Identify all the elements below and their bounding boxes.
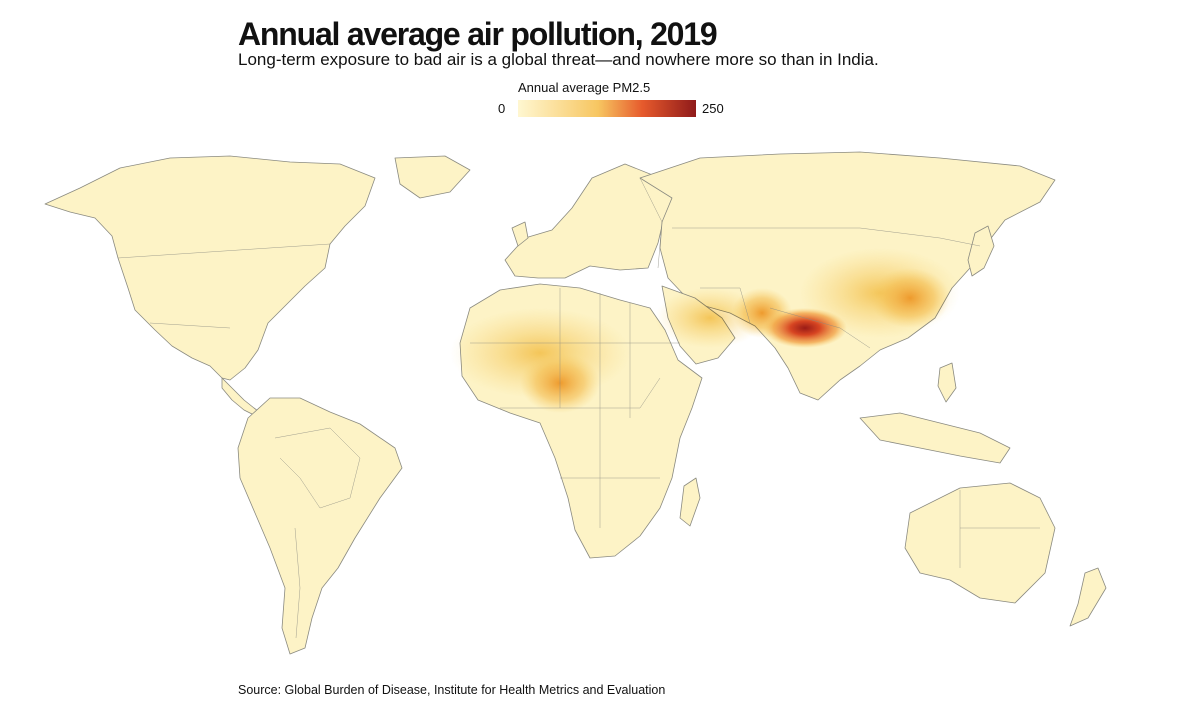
- greenland: [394, 155, 471, 199]
- legend-title: Annual average PM2.5: [518, 80, 651, 95]
- source-note: Source: Global Burden of Disease, Instit…: [238, 683, 666, 697]
- border-africa-vertical: [559, 288, 631, 528]
- border-africa-mid: [500, 377, 661, 409]
- legend-color-bar: [518, 100, 696, 117]
- legend-max-label: 250: [702, 101, 724, 116]
- south-america: [237, 397, 403, 655]
- world-map: [44, 151, 1107, 655]
- chart-title: Annual average air pollution, 2019: [238, 16, 718, 52]
- border-us-mexico: [149, 322, 231, 329]
- madagascar: [679, 477, 701, 527]
- border-iran: [700, 287, 751, 324]
- uk: [511, 221, 529, 247]
- new-zealand: [1069, 567, 1107, 627]
- philippines: [937, 362, 957, 403]
- australia: [904, 482, 1056, 604]
- border-europe-russia: [639, 177, 663, 269]
- indonesia: [859, 412, 1011, 464]
- border-us-canada: [117, 243, 331, 259]
- border-argentina-chile: [294, 527, 301, 639]
- north-america: [44, 155, 376, 381]
- chart-subtitle: Long-term exposure to bad air is a globa…: [238, 50, 879, 69]
- border-brazil: [274, 427, 361, 509]
- legend-min-label: 0: [498, 101, 506, 116]
- border-russia-asia: [672, 227, 981, 247]
- border-china-india: [769, 307, 871, 349]
- hotspot-india: [763, 308, 847, 348]
- color-legend: Annual average PM2.5 0 250: [490, 80, 740, 120]
- hotspot-east-china: [870, 268, 950, 328]
- border-australia: [959, 490, 1040, 568]
- japan: [967, 225, 995, 277]
